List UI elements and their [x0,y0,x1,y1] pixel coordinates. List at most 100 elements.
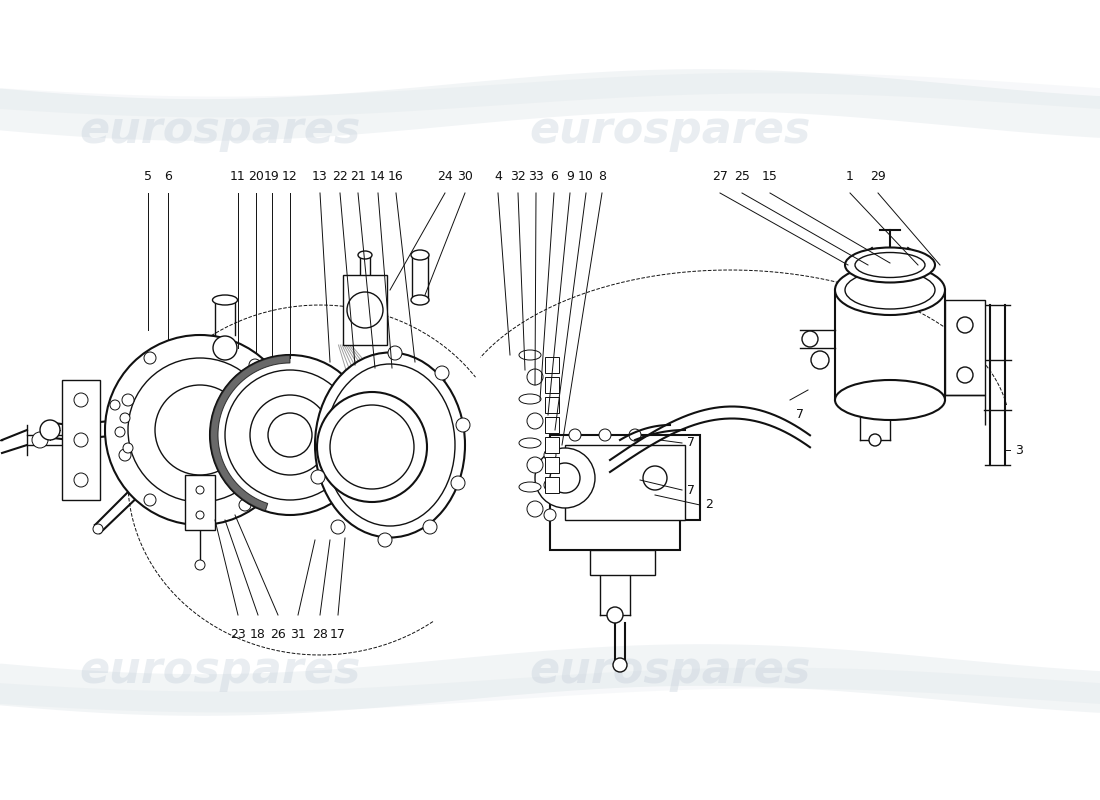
Text: 30: 30 [458,170,473,183]
Circle shape [268,413,312,457]
Circle shape [264,409,276,421]
Text: 15: 15 [762,170,778,183]
Text: 16: 16 [388,170,404,183]
Bar [544,457,559,473]
Bar [62,380,100,500]
Ellipse shape [527,369,543,385]
Text: 18: 18 [250,628,266,641]
Circle shape [32,432,48,448]
Text: 32: 32 [510,170,526,183]
Text: 2: 2 [705,498,713,511]
Circle shape [210,355,370,515]
Text: 4: 4 [494,170,502,183]
Ellipse shape [519,482,541,492]
Circle shape [544,509,556,521]
Circle shape [74,433,88,447]
Circle shape [451,476,465,490]
Ellipse shape [527,501,543,517]
Ellipse shape [527,413,543,429]
Circle shape [607,607,623,623]
Circle shape [196,511,204,519]
Text: 7: 7 [688,437,695,450]
Circle shape [128,358,272,502]
Circle shape [644,466,667,490]
Text: 23: 23 [230,628,246,641]
Circle shape [144,494,156,506]
Bar [185,475,214,530]
Text: 8: 8 [598,170,606,183]
Circle shape [262,459,274,471]
Circle shape [226,370,355,500]
Bar [565,445,685,520]
Circle shape [194,512,206,524]
Text: 11: 11 [230,170,246,183]
Text: 28: 28 [312,628,328,641]
Circle shape [116,427,125,437]
Text: 33: 33 [528,170,543,183]
Text: eurospares: eurospares [79,109,361,151]
Ellipse shape [835,265,945,315]
Circle shape [317,392,427,502]
Ellipse shape [411,250,429,260]
Text: 6: 6 [550,170,558,183]
Circle shape [122,394,134,406]
Ellipse shape [212,295,238,305]
Circle shape [346,292,383,328]
Circle shape [378,533,392,547]
Text: 25: 25 [734,170,750,183]
Circle shape [104,335,295,525]
Text: eurospares: eurospares [529,649,811,691]
Text: 26: 26 [271,628,286,641]
Text: 24: 24 [437,170,453,183]
Bar [590,550,654,575]
Bar [343,275,387,345]
Circle shape [120,413,130,423]
Bar [544,377,559,393]
Ellipse shape [835,380,945,420]
Circle shape [811,351,829,369]
Circle shape [40,420,60,440]
Circle shape [94,524,103,534]
Text: 17: 17 [330,628,345,641]
Circle shape [213,336,236,360]
Ellipse shape [411,295,429,305]
Text: 27: 27 [712,170,728,183]
Circle shape [957,367,974,383]
Bar [544,417,559,433]
Circle shape [311,470,324,484]
Text: 9: 9 [566,170,574,183]
Ellipse shape [519,438,541,448]
Text: 7: 7 [796,408,804,421]
Text: 14: 14 [370,170,386,183]
Circle shape [119,449,131,461]
Circle shape [110,400,120,410]
Circle shape [155,385,245,475]
Ellipse shape [315,353,465,538]
Polygon shape [210,355,290,511]
Circle shape [456,418,470,432]
Ellipse shape [519,394,541,404]
Circle shape [613,658,627,672]
Circle shape [195,560,205,570]
Text: 3: 3 [1015,443,1023,457]
Circle shape [802,331,818,347]
Circle shape [250,395,330,475]
Ellipse shape [845,247,935,282]
Circle shape [74,473,88,487]
Circle shape [535,448,595,508]
Ellipse shape [358,251,372,259]
Bar [544,357,559,373]
Circle shape [239,499,251,511]
Ellipse shape [324,364,455,526]
Circle shape [123,443,133,453]
Circle shape [957,317,974,333]
Circle shape [869,434,881,446]
Circle shape [144,352,156,364]
Text: 31: 31 [290,628,306,641]
Text: 20: 20 [249,170,264,183]
Circle shape [74,393,88,407]
Text: 22: 22 [332,170,348,183]
Circle shape [331,520,345,534]
Circle shape [388,346,401,360]
Text: 6: 6 [164,170,172,183]
